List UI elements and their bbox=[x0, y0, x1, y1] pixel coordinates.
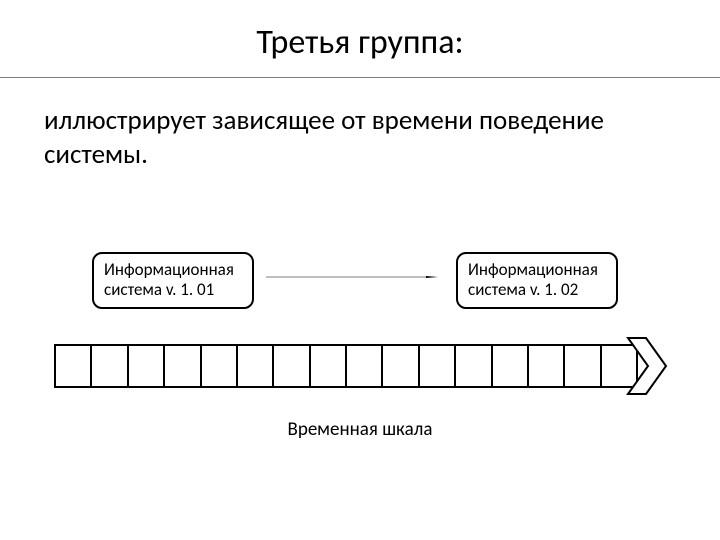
timeline-cell bbox=[347, 346, 383, 386]
box-line2: система v. 1. 02 bbox=[468, 280, 606, 300]
box-line1: Информационная bbox=[104, 260, 242, 280]
timeline-cell bbox=[92, 346, 128, 386]
timeline-cell bbox=[493, 346, 529, 386]
timeline-cell bbox=[383, 346, 419, 386]
arrow-connector-icon bbox=[266, 276, 438, 278]
timeline-cell bbox=[311, 346, 347, 386]
system-box-v1-02: Информационная система v. 1. 02 bbox=[456, 252, 618, 309]
timeline-cell bbox=[165, 346, 201, 386]
box-line1: Информационная bbox=[468, 260, 606, 280]
system-box-v1-01: Информационная система v. 1. 01 bbox=[92, 252, 254, 309]
timeline-arrow bbox=[54, 336, 668, 396]
timeline-cell bbox=[420, 346, 456, 386]
slide-subtitle: иллюстрирует зависящее от времени поведе… bbox=[0, 78, 720, 172]
timeline-cell bbox=[456, 346, 492, 386]
timeline-cell bbox=[529, 346, 565, 386]
timeline-label: Временная шкала bbox=[0, 418, 720, 441]
box-line2: система v. 1. 01 bbox=[104, 280, 242, 300]
timeline-cell bbox=[565, 346, 601, 386]
timeline-cell bbox=[129, 346, 165, 386]
timeline-cell bbox=[202, 346, 238, 386]
timeline-cell bbox=[274, 346, 310, 386]
slide-title: Третья группа: bbox=[0, 0, 720, 77]
timeline-cell bbox=[238, 346, 274, 386]
timeline-cell bbox=[56, 346, 92, 386]
timeline-band bbox=[54, 344, 638, 388]
timeline-arrowhead-icon bbox=[626, 336, 668, 396]
